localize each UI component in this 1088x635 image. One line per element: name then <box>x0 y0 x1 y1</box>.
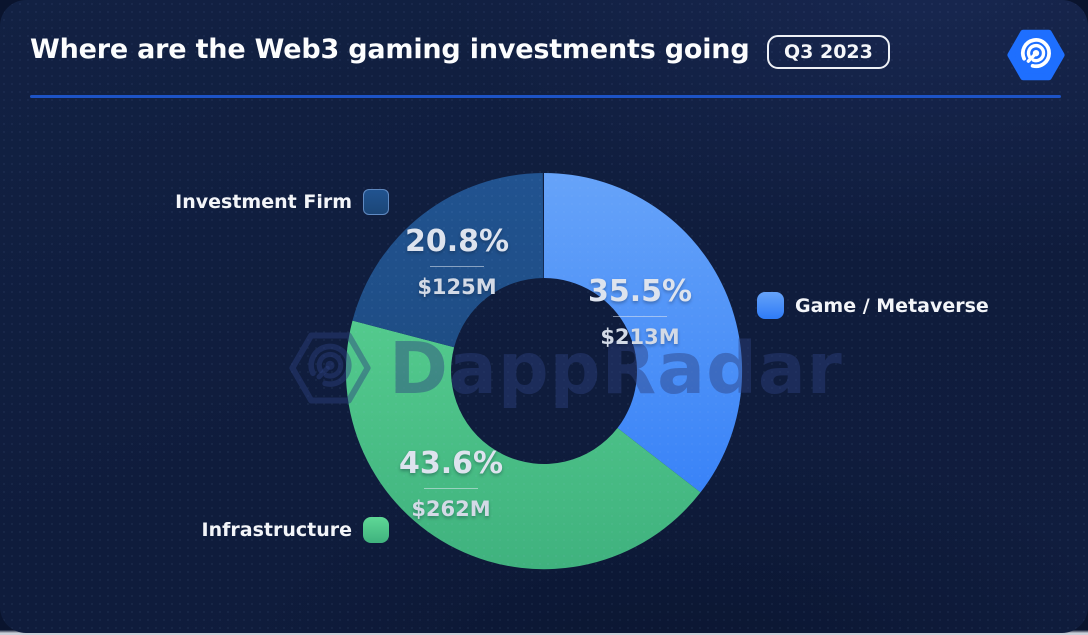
period-label: Q3 2023 <box>784 41 873 63</box>
segment-label-infrastructure: 43.6% $262M <box>381 446 521 521</box>
label-underline <box>613 316 667 317</box>
title-divider <box>30 95 1061 98</box>
legend-item-investment-firm: Investment Firm <box>175 189 389 215</box>
legend-swatch-game-metaverse <box>757 292 784 319</box>
segment-percent: 20.8% <box>404 224 510 259</box>
donut-segment-infrastructure <box>345 320 701 570</box>
segment-amount: $125M <box>417 275 497 299</box>
legend-item-infrastructure: Infrastructure <box>202 517 389 543</box>
segment-percent: 35.5% <box>587 274 693 309</box>
segment-amount: $213M <box>600 325 680 349</box>
segment-label-game-metaverse: 35.5% $213M <box>570 274 710 349</box>
legend-swatch-investment-firm <box>363 189 389 215</box>
legend-item-game-metaverse: Game / Metaverse <box>757 292 989 319</box>
label-underline <box>424 488 478 489</box>
dappradar-logo-icon <box>1007 29 1065 81</box>
donut-segment-game-metaverse <box>544 172 743 493</box>
period-badge: Q3 2023 <box>767 35 890 69</box>
segment-amount: $262M <box>411 497 491 521</box>
page-title: Where are the Web3 gaming investments go… <box>30 34 750 65</box>
segment-percent: 43.6% <box>398 446 504 481</box>
donut-segment-investment-firm <box>352 173 544 348</box>
label-underline <box>430 266 484 267</box>
legend-label: Investment Firm <box>175 191 352 213</box>
legend-label: Infrastructure <box>201 519 352 541</box>
legend-label: Game / Metaverse <box>795 294 989 317</box>
legend-swatch-infrastructure <box>363 517 389 543</box>
segment-label-investment-firm: 20.8% $125M <box>387 224 527 299</box>
